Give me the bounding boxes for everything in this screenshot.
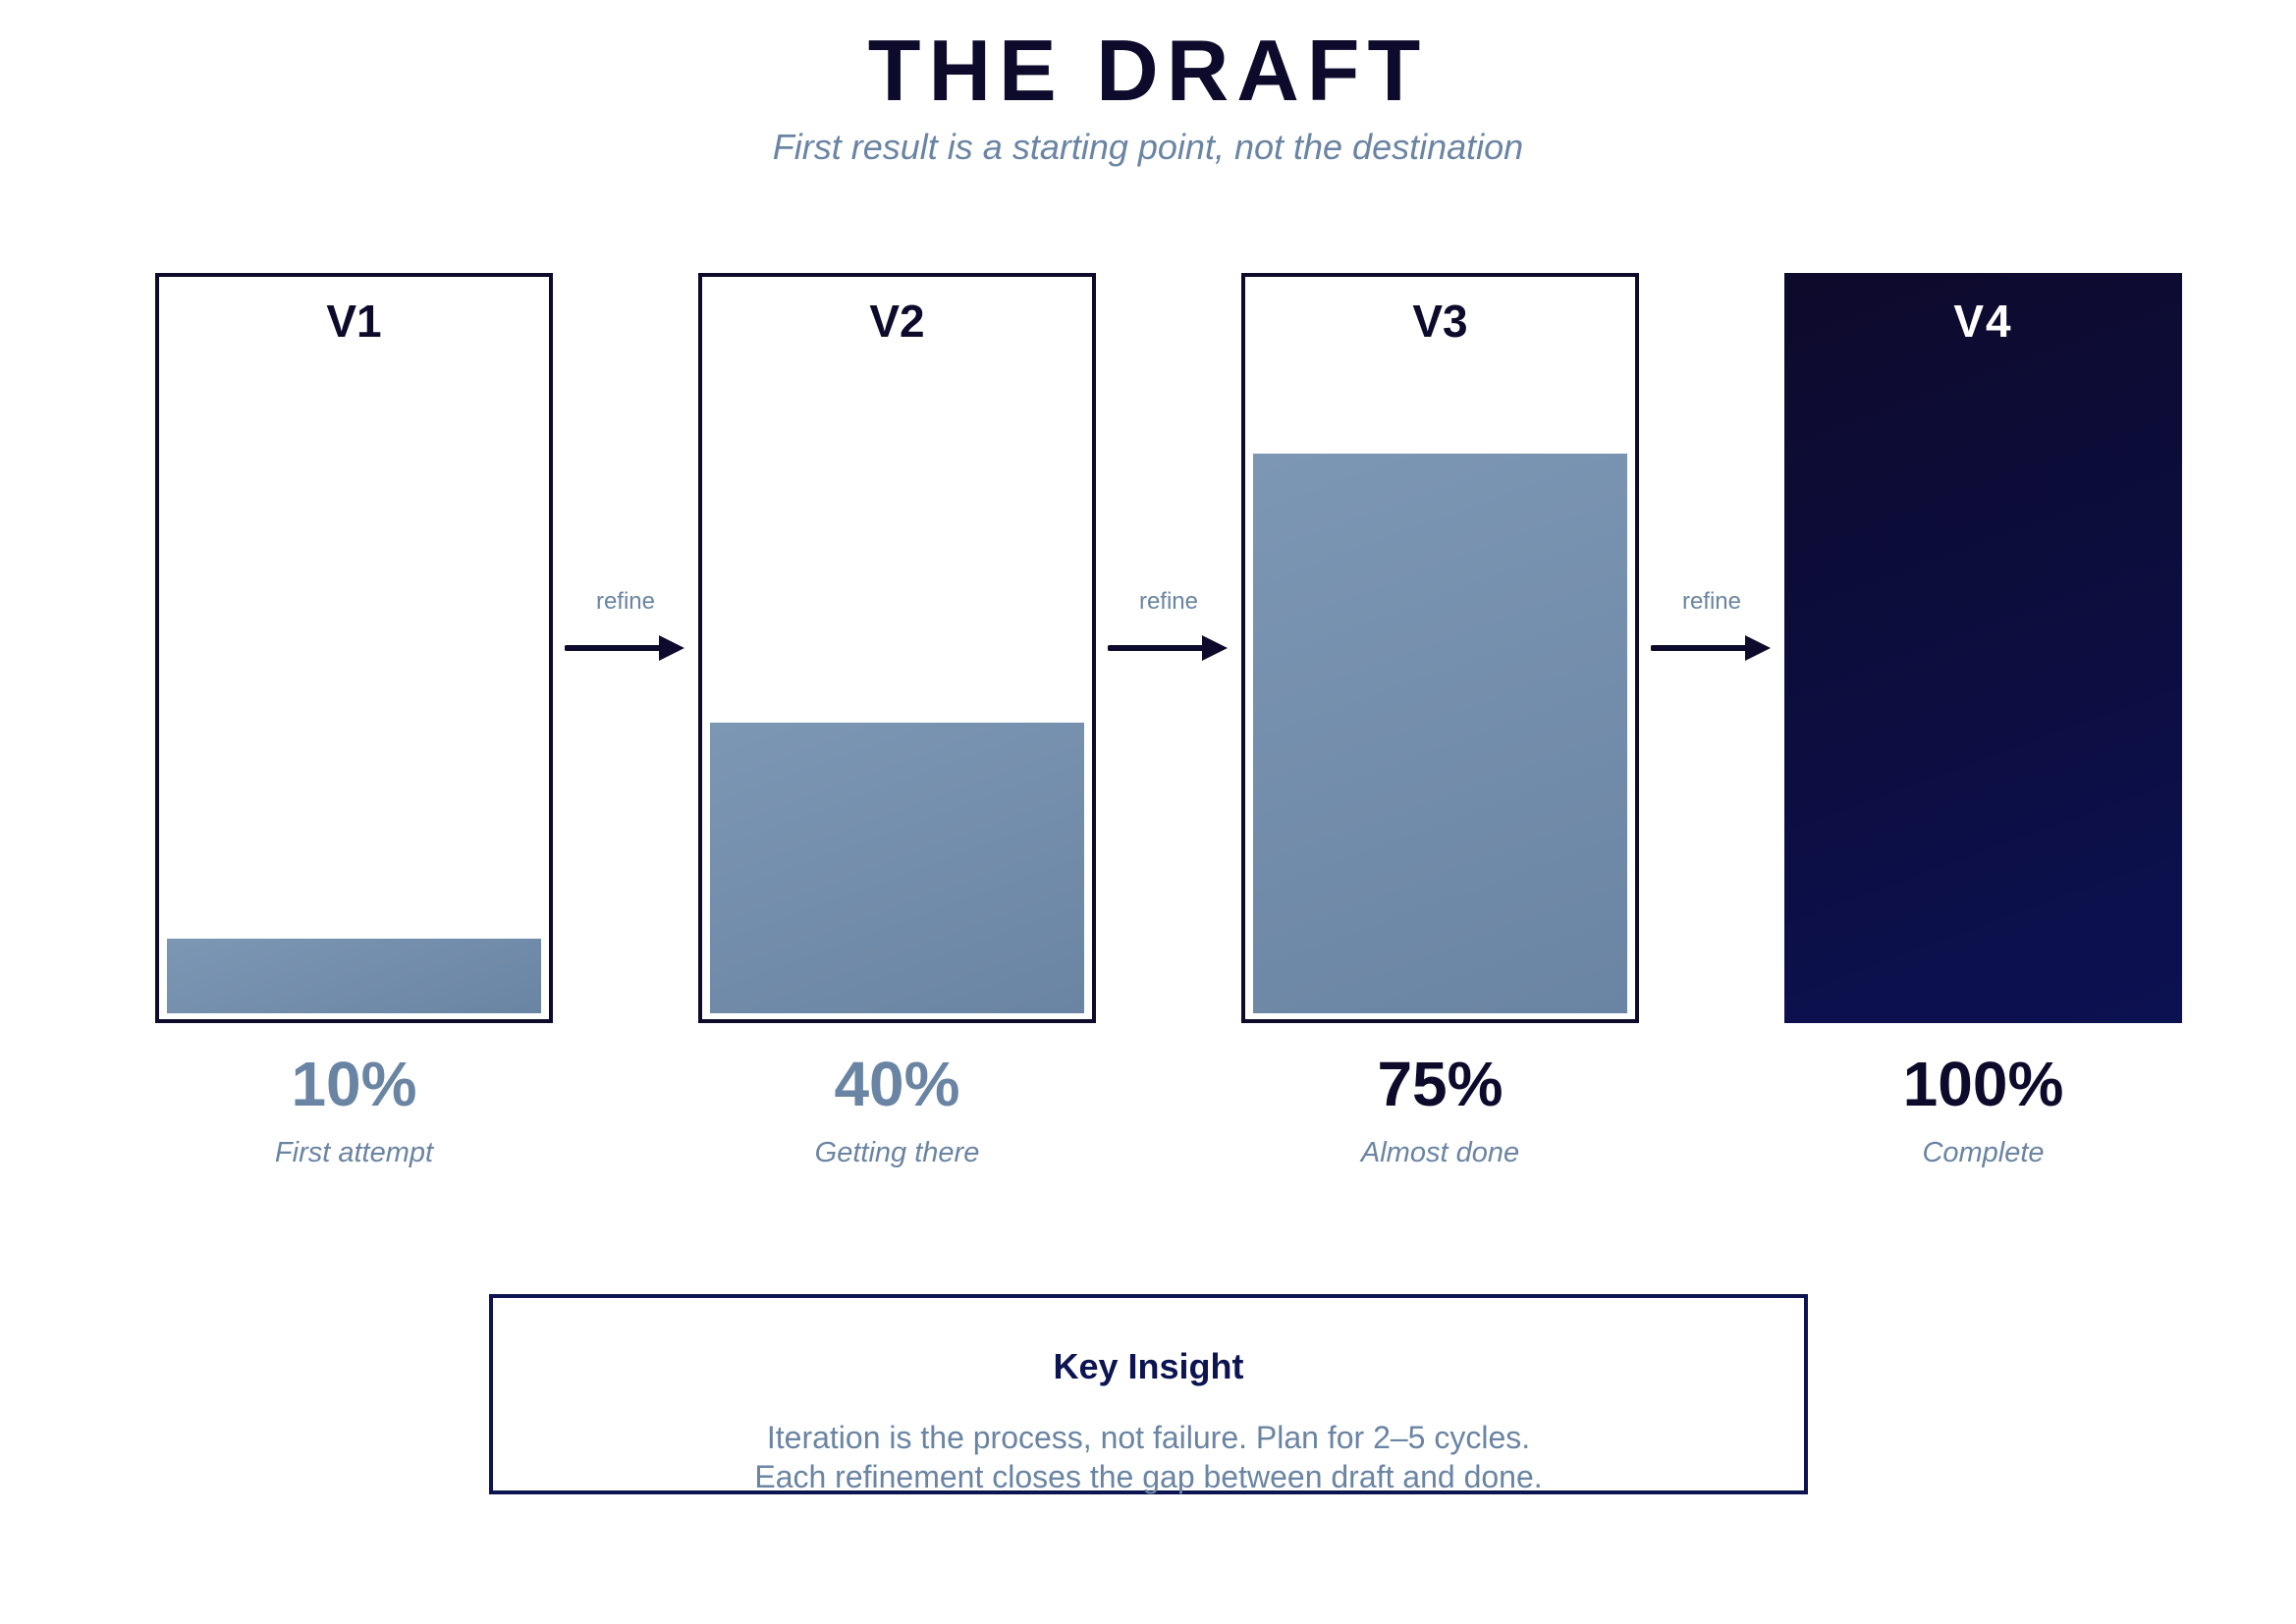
stage-percent: 75% (1377, 1049, 1503, 1119)
key-insight-box: Key Insight Iteration is the process, no… (489, 1294, 1808, 1494)
stage-percent: 10% (291, 1049, 417, 1119)
connector-label: refine (595, 588, 656, 615)
arrow-right-icon (565, 635, 684, 661)
stage-label: V1 (326, 296, 382, 347)
stage-card-v1: V1 (155, 273, 553, 1023)
progress-fill (167, 939, 541, 1013)
page-subtitle: First result is a starting point, not th… (772, 127, 1524, 167)
stage-caption: Almost done (1360, 1137, 1520, 1168)
arrow-right-icon (1108, 635, 1228, 661)
insight-line: Iteration is the process, not failure. P… (766, 1420, 1531, 1455)
page-title: THE DRAFT (867, 22, 1429, 119)
refine-connector: refine (1639, 585, 1784, 674)
stage-caption: Complete (1922, 1137, 2045, 1168)
stage-card-v3: V3 (1241, 273, 1639, 1023)
insight-line: Each refinement closes the gap between d… (754, 1459, 1543, 1494)
refine-connector: refine (553, 585, 698, 674)
stage-caption: First attempt (274, 1137, 434, 1168)
stage-card-v4: V4 (1784, 273, 2182, 1023)
stage-label: V3 (1412, 296, 1468, 347)
insight-title: Key Insight (1053, 1346, 1244, 1386)
progress-fill (710, 723, 1084, 1013)
connector-label: refine (1681, 588, 1742, 615)
arrow-right-icon (1651, 635, 1771, 661)
stage-percent: 40% (834, 1049, 960, 1119)
refine-connector: refine (1096, 585, 1241, 674)
stage-label: V2 (869, 296, 925, 347)
progress-fill (1253, 454, 1627, 1013)
connector-label: refine (1138, 588, 1199, 615)
stage-label: V4 (1953, 296, 2013, 347)
stage-caption: Getting there (814, 1137, 980, 1168)
stage-card-v2: V2 (698, 273, 1096, 1023)
stage-percent: 100% (1902, 1049, 2064, 1119)
